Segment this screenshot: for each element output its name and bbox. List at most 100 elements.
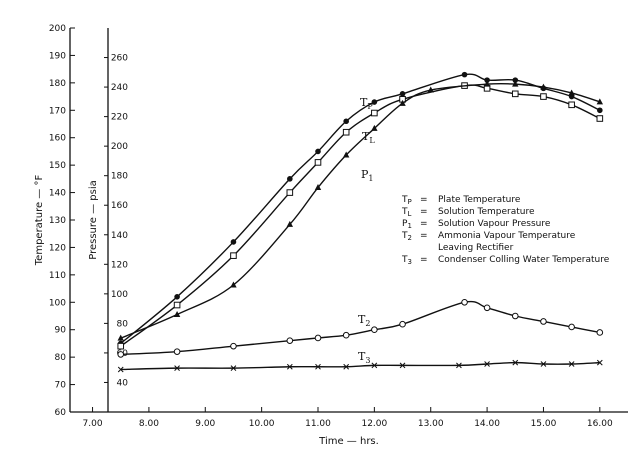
x-mark [315, 363, 321, 370]
point-p1 [230, 281, 237, 288]
point-tp [512, 77, 519, 83]
legend-entry: T3 = Condenser Colling Water Temperature [401, 255, 610, 266]
x-mark [174, 365, 180, 371]
right-tick-label: 220 [111, 113, 128, 123]
x-mark [343, 363, 350, 370]
point-p1 [512, 80, 519, 87]
curve-tag-p1: P1 [361, 168, 374, 183]
left-tick-label: 140 [49, 189, 66, 199]
x-mark [230, 365, 237, 371]
point-t3 [117, 366, 124, 373]
point-tp [484, 77, 490, 83]
point-t3 [315, 363, 321, 370]
right-tick-label: 40 [117, 378, 129, 388]
point-t2 [371, 326, 378, 334]
x-mark [512, 359, 519, 366]
point-tp [461, 71, 468, 78]
point-t3 [484, 361, 490, 367]
x-mark [596, 359, 603, 366]
point-p1 [399, 99, 406, 106]
legend-desc: Ammonia Vapour Temperature [438, 231, 576, 241]
point-t3 [371, 362, 378, 369]
curve-tag-tp: TP [360, 96, 373, 111]
right-tick-label: 180 [111, 172, 128, 182]
x-axis-title: Time — hrs. [318, 436, 379, 447]
x-mark [371, 362, 378, 369]
point-tl [314, 159, 322, 166]
left-tick-label: 110 [49, 271, 66, 281]
point-p1 [427, 86, 434, 93]
point-t2 [230, 342, 237, 350]
point-t2 [314, 334, 322, 342]
x-tick-label: 9.00 [195, 419, 215, 429]
series-line-t2 [120, 300, 600, 356]
x-mark [399, 362, 406, 369]
point-tp [343, 118, 349, 125]
right-tick-label: 120 [111, 260, 128, 270]
legend-symbol: P1 [402, 219, 412, 230]
point-t3 [512, 359, 519, 366]
legend-equals: = [420, 219, 428, 229]
point-t3 [230, 365, 237, 371]
tick-labels: 60 70 80 90 100 110 120 130 140 150 160 170 180 190 20… [49, 24, 613, 429]
point-t3 [456, 362, 462, 369]
legend-desc: Condenser Colling Water Temperature [438, 255, 610, 265]
right-tick-label: 160 [111, 201, 128, 211]
x-tick-label: 14.00 [474, 419, 500, 429]
point-t3 [343, 363, 350, 370]
legend-equals: = [420, 255, 428, 265]
x-tick-label: 7.00 [83, 419, 103, 429]
point-tp [230, 239, 237, 245]
legend-desc: Plate Temperature [438, 195, 521, 205]
point-tl [568, 101, 575, 109]
x-tick-label: 11.00 [305, 419, 331, 429]
point-tl [286, 189, 294, 196]
left-tick-label: 180 [49, 79, 66, 89]
point-t2 [483, 304, 491, 312]
legend-equals: = [420, 231, 428, 241]
right-tick-label: 80 [117, 319, 129, 329]
x-tick-label: 8.00 [139, 419, 159, 429]
left-tick-label: 70 [55, 381, 67, 391]
curve-tag-t2: T2 [358, 313, 370, 328]
point-t2 [461, 298, 468, 306]
left-tick-label: 120 [49, 243, 66, 253]
point-t2 [568, 323, 575, 331]
point-tl [511, 90, 519, 98]
legend-desc: Solution Vapour Pressure [438, 219, 551, 229]
right-tick-label: 240 [111, 83, 128, 93]
x-mark [568, 361, 575, 367]
point-p1 [314, 184, 322, 191]
x-mark [117, 366, 124, 373]
point-t2 [173, 348, 181, 355]
point-t2 [540, 318, 547, 325]
point-p1 [483, 80, 491, 87]
legend-desc: Solution Temperature [438, 207, 535, 217]
point-t3 [286, 363, 293, 370]
left-tick-label: 130 [49, 216, 66, 226]
left-tick-label: 100 [49, 298, 66, 308]
right-tick-label: 100 [111, 290, 128, 300]
point-t3 [596, 359, 603, 366]
x-mark [456, 362, 462, 369]
point-p1 [342, 151, 350, 158]
left-tick-label: 80 [55, 353, 67, 363]
point-p1 [568, 89, 575, 96]
point-t3 [399, 362, 406, 369]
point-tp [174, 294, 180, 300]
right-tick-label: 140 [111, 231, 128, 241]
left-tick-label: 150 [49, 161, 66, 171]
x-tick-label: 15.00 [531, 419, 557, 429]
x-tick-label: 16.00 [587, 419, 613, 429]
point-tl [540, 93, 547, 100]
curve-tag-tl: TL [362, 130, 375, 145]
point-t2 [342, 331, 350, 339]
legend-desc: Leaving Rectifier [438, 243, 514, 253]
right-axis-title: Pressure — psia [88, 180, 99, 260]
x-tick-label: 12.00 [361, 419, 387, 429]
right-tick-label: 260 [111, 54, 128, 64]
legend-symbol: T2 [401, 231, 412, 242]
point-tl [342, 128, 350, 136]
